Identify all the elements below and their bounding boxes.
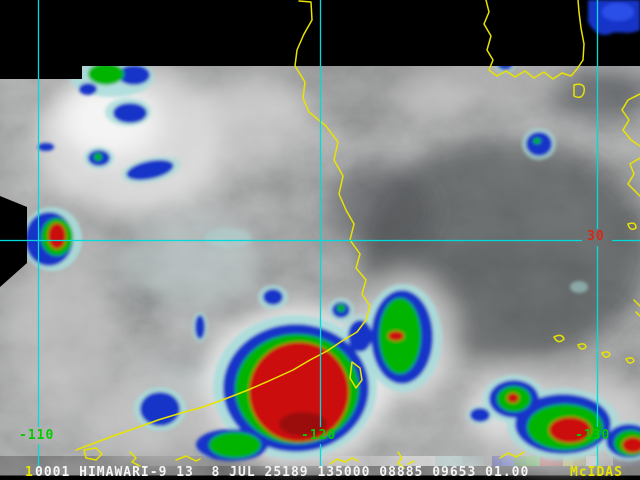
- top-right-cold-blob: [588, 0, 640, 36]
- image-annotation: 0001 HIMAWARI-9 13 8 JUL 25189 135000 08…: [35, 465, 530, 480]
- longitude-label-120: -120: [301, 428, 337, 443]
- coastline-overlay: [75, 0, 640, 469]
- no-data-region: [0, 0, 640, 287]
- enhanced-convection: [22, 53, 640, 461]
- frame-number: 1: [25, 465, 34, 480]
- longitude-label-130: -130: [575, 428, 611, 443]
- cloud-masses: [8, 58, 640, 470]
- latitude-label-30: 30: [587, 229, 605, 244]
- longitude-label-110: -110: [19, 428, 55, 443]
- latlon-grid: [0, 0, 640, 467]
- ir-imagery-base: [0, 66, 640, 456]
- mcidas-brand: McIDAS: [570, 465, 623, 480]
- annotation-row: 1 0001 HIMAWARI-9 13 8 JUL 25189 135000 …: [0, 466, 640, 480]
